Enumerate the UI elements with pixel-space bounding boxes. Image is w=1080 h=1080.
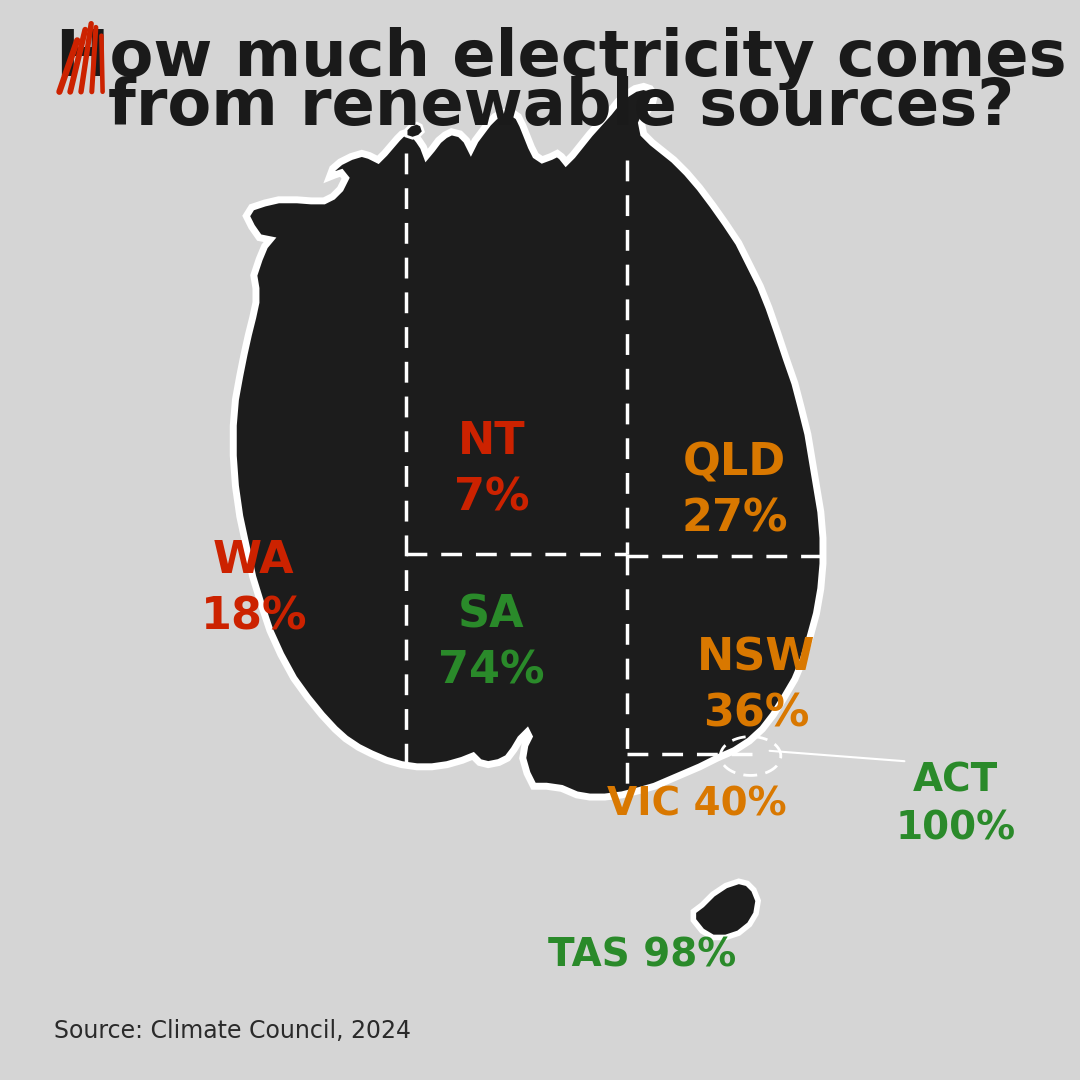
Text: QLD: QLD (683, 442, 786, 485)
Text: WA: WA (213, 539, 295, 582)
Text: SA: SA (458, 593, 525, 636)
Text: 27%: 27% (681, 498, 787, 541)
Text: NSW: NSW (697, 636, 815, 679)
Polygon shape (693, 881, 758, 937)
Text: 7%: 7% (454, 476, 529, 519)
Text: 18%: 18% (201, 595, 307, 638)
Text: VIC 40%: VIC 40% (607, 785, 786, 824)
Polygon shape (233, 86, 823, 797)
Text: 36%: 36% (703, 692, 809, 735)
Text: Source: Climate Council, 2024: Source: Climate Council, 2024 (54, 1020, 411, 1043)
Text: NT: NT (458, 420, 525, 463)
Text: TAS 98%: TAS 98% (549, 936, 737, 975)
Polygon shape (406, 123, 423, 138)
Text: 100%: 100% (895, 809, 1016, 848)
Text: ACT: ACT (914, 761, 998, 800)
Text: How much electricity comes: How much electricity comes (56, 27, 1067, 90)
Text: 74%: 74% (438, 649, 544, 692)
Text: from renewable sources?: from renewable sources? (108, 76, 1015, 137)
